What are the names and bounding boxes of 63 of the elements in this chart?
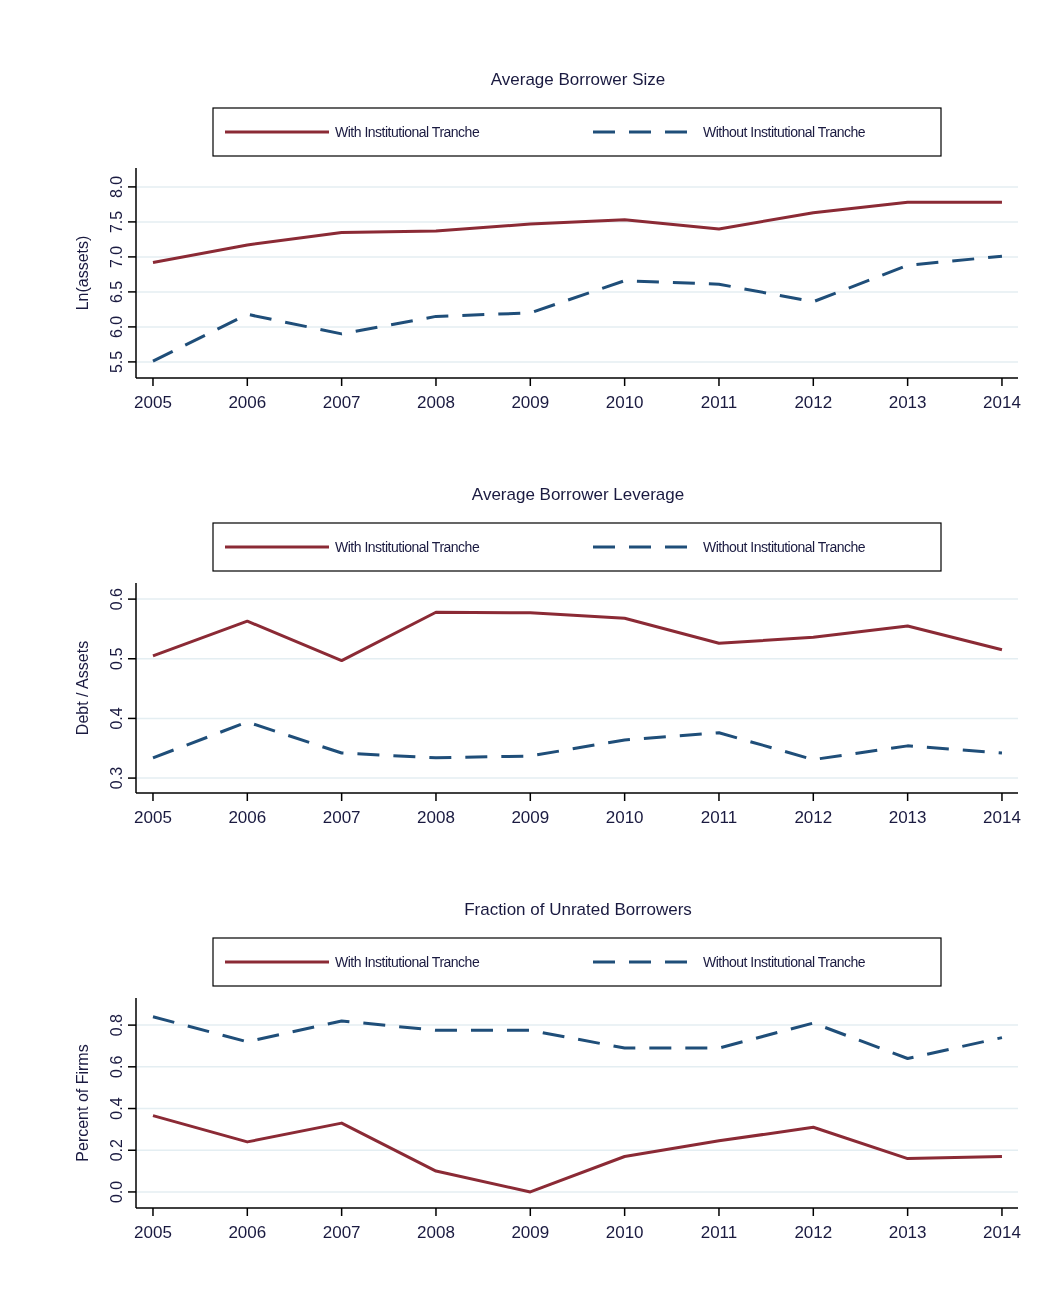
y-tick-label: 0.3 — [108, 766, 125, 790]
line-series — [151, 200, 1004, 264]
legend-label: Without Institutional Tranche — [703, 539, 866, 555]
x-tick-label: 2014 — [983, 808, 1021, 827]
x-tick-label: 2007 — [322, 808, 361, 827]
legend-label: Without Institutional Tranche — [703, 124, 866, 140]
line-series — [151, 720, 1004, 762]
x-tick-label: 2011 — [700, 1223, 738, 1242]
y-tick-label: 0.0 — [108, 1180, 125, 1204]
x-tick-label: 2013 — [888, 1223, 927, 1242]
x-tick-label: 2011 — [700, 393, 738, 412]
y-tick-label: 0.4 — [108, 1097, 125, 1120]
line-series — [151, 610, 1004, 663]
x-tick-label: 2010 — [605, 808, 644, 827]
x-tick-label: 2009 — [511, 1223, 550, 1242]
line-series — [151, 254, 1004, 363]
x-tick-label: 2008 — [417, 808, 455, 827]
y-tick-label: 7.0 — [108, 245, 125, 269]
x-tick-label: 2010 — [605, 1223, 644, 1242]
x-tick-label: 2010 — [605, 393, 644, 412]
y-tick-label: 6.5 — [108, 280, 125, 304]
y-tick-label: 5.5 — [108, 350, 125, 374]
legend-label: With Institutional Tranche — [335, 124, 480, 140]
x-tick-label: 2005 — [134, 1223, 172, 1242]
x-tick-label: 2013 — [888, 808, 927, 827]
y-tick-label: 0.6 — [108, 587, 125, 611]
chart-title: Average Borrower Size — [490, 70, 666, 89]
y-tick-label: 0.5 — [108, 647, 125, 670]
y-tick-label: 0.8 — [108, 1013, 125, 1037]
line-series — [151, 1114, 1004, 1194]
y-tick-label: 0.2 — [108, 1139, 125, 1162]
line-series — [151, 1015, 1004, 1060]
legend-label: Without Institutional Tranche — [703, 954, 866, 970]
y-axis-title: Percent of Firms — [74, 1044, 91, 1162]
x-tick-label: 2009 — [511, 393, 550, 412]
x-tick-label: 2009 — [511, 808, 550, 827]
x-tick-label: 2008 — [417, 393, 455, 412]
y-axis-title: Debt / Assets — [74, 640, 91, 736]
x-tick-label: 2007 — [322, 393, 361, 412]
x-tick-label: 2008 — [417, 1223, 455, 1242]
y-tick-label: 7.5 — [108, 210, 125, 234]
x-tick-label: 2013 — [888, 393, 927, 412]
y-tick-label: 0.4 — [108, 707, 125, 730]
x-tick-label: 2005 — [134, 808, 172, 827]
chart-title: Fraction of Unrated Borrowers — [464, 900, 692, 919]
legend-label: With Institutional Tranche — [335, 539, 480, 555]
x-tick-label: 2011 — [700, 808, 738, 827]
chart-title: Average Borrower Leverage — [471, 485, 685, 504]
legend-label: With Institutional Tranche — [335, 954, 480, 970]
x-tick-label: 2007 — [322, 1223, 361, 1242]
y-axis-title: Ln(assets) — [74, 235, 91, 311]
x-tick-label: 2012 — [794, 1223, 833, 1242]
x-tick-label: 2012 — [794, 393, 833, 412]
x-tick-label: 2006 — [228, 808, 267, 827]
y-tick-label: 0.6 — [108, 1055, 125, 1078]
x-tick-label: 2014 — [983, 393, 1021, 412]
x-tick-label: 2006 — [228, 1223, 267, 1242]
y-tick-label: 6.0 — [108, 315, 125, 339]
x-tick-label: 2006 — [228, 393, 267, 412]
x-tick-label: 2012 — [794, 808, 833, 827]
y-tick-label: 8.0 — [108, 175, 125, 199]
x-tick-label: 2005 — [134, 393, 172, 412]
x-tick-label: 2014 — [983, 1223, 1021, 1242]
